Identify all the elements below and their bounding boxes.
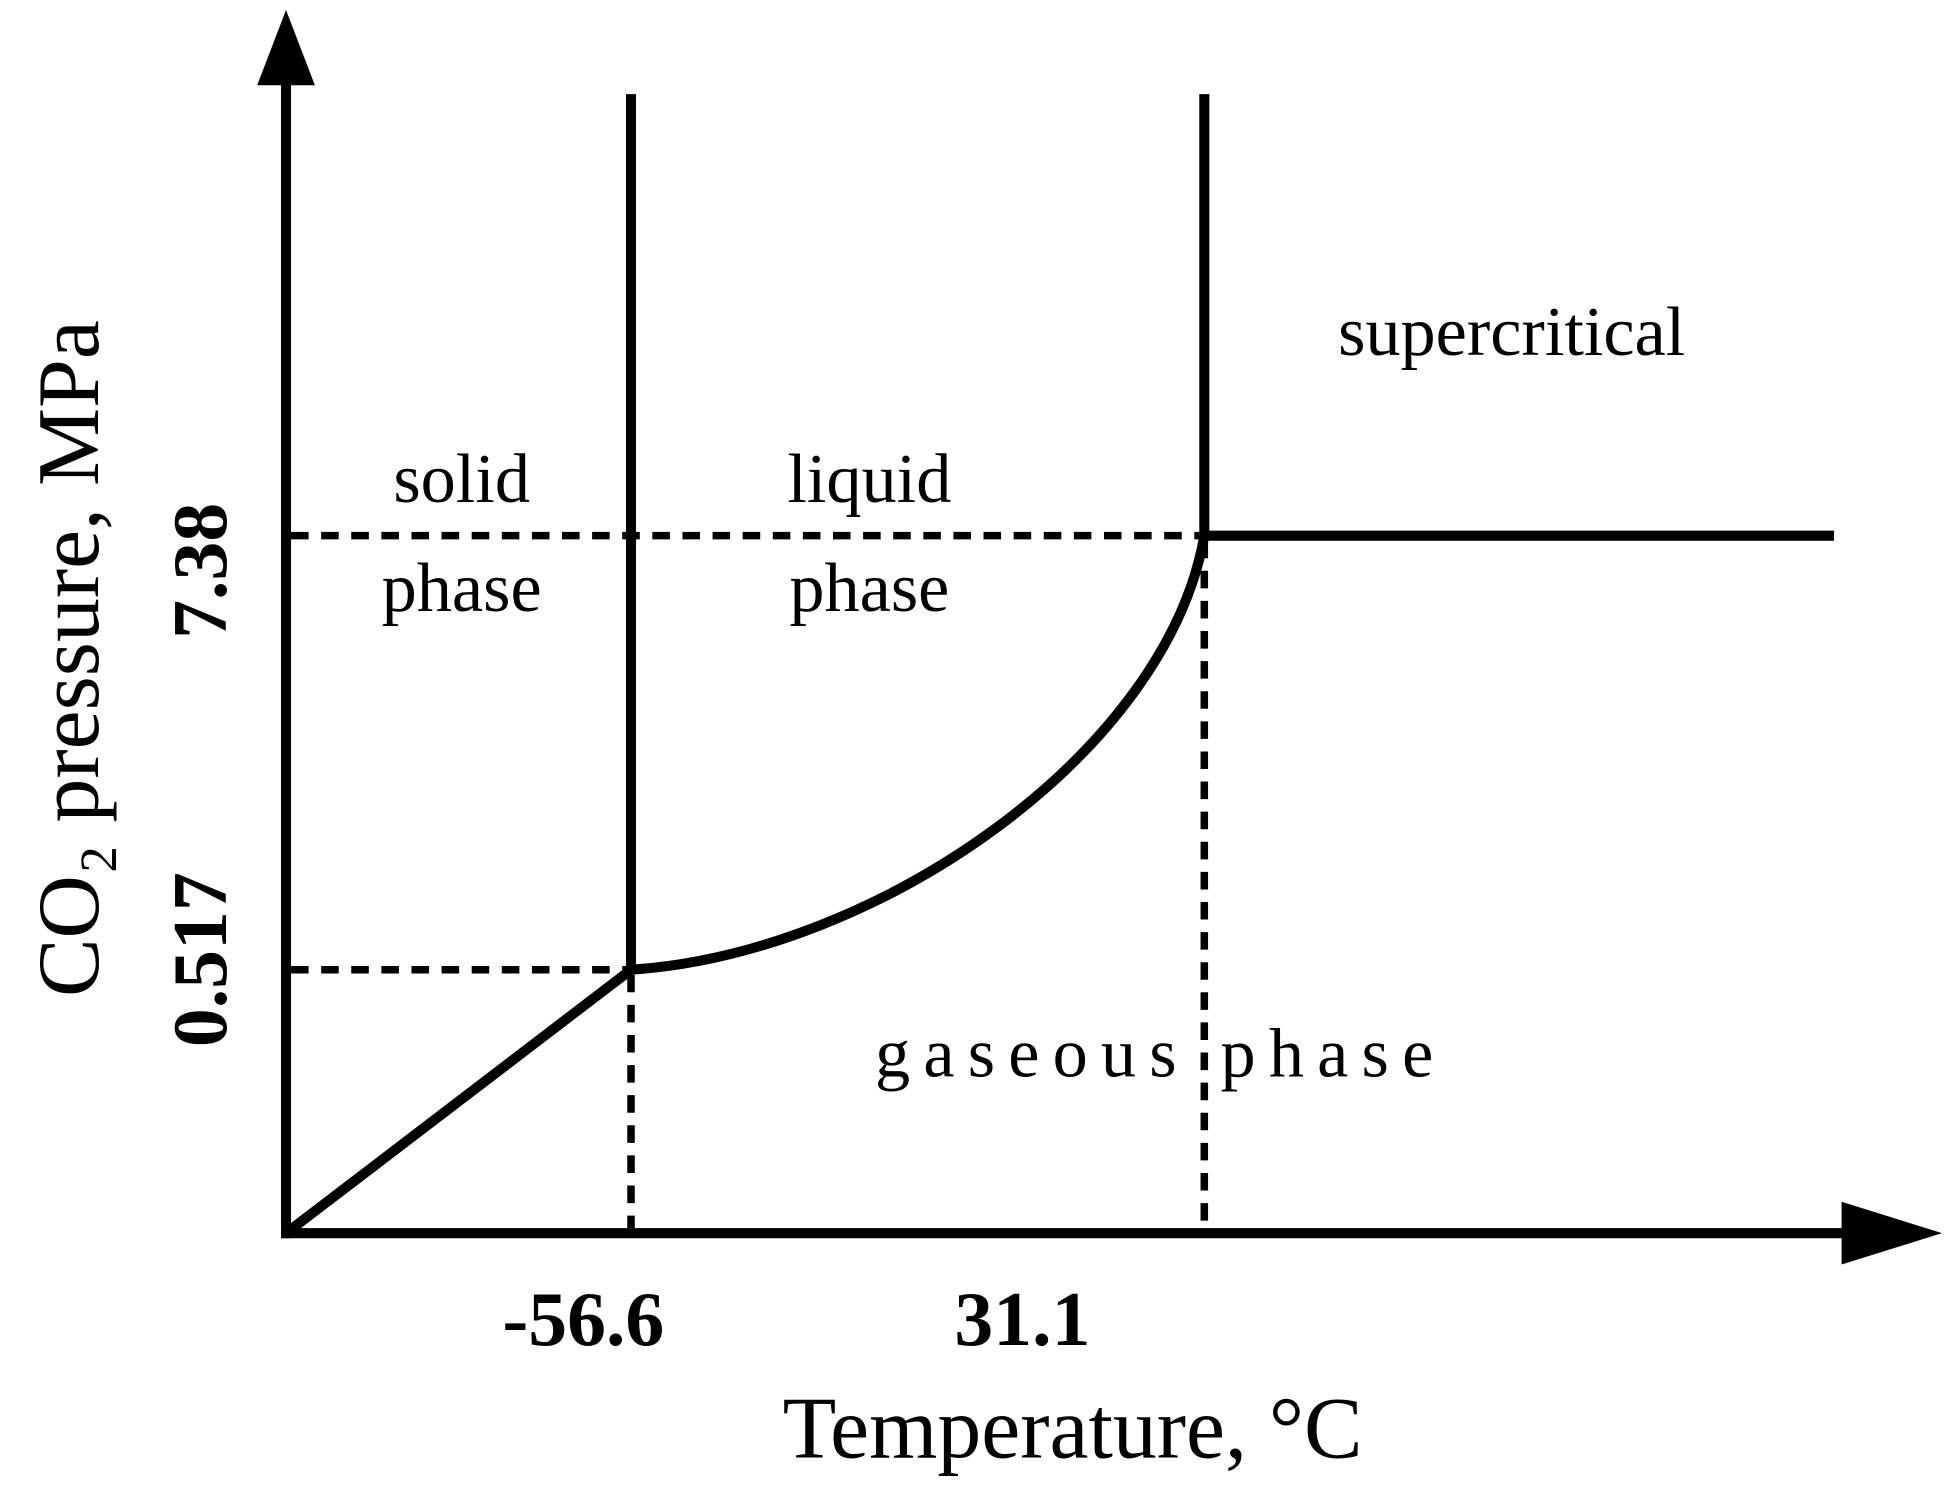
region-label: supercritical xyxy=(1338,293,1685,371)
region-label: phase xyxy=(789,549,949,627)
region-label: solid xyxy=(393,440,530,518)
sublimation-line xyxy=(282,965,635,1238)
region-label: liquid xyxy=(787,440,951,518)
region-label: gaseous phase xyxy=(875,1014,1433,1092)
x-axis-label: Temperature, °C xyxy=(783,1380,1363,1477)
y-tick-label: 0.517 xyxy=(157,872,243,1047)
x-tick-label: 31.1 xyxy=(954,1276,1090,1362)
y-tick-label: 7.38 xyxy=(157,503,243,639)
region-label: phase xyxy=(382,549,542,627)
y-axis-label: CO₂ pressure, MPa xyxy=(20,320,117,997)
vaporization-curve xyxy=(630,534,1210,975)
x-tick-label: -56.6 xyxy=(502,1276,664,1362)
x-axis-arrow xyxy=(1841,1201,1942,1265)
y-axis-arrow xyxy=(257,10,315,86)
